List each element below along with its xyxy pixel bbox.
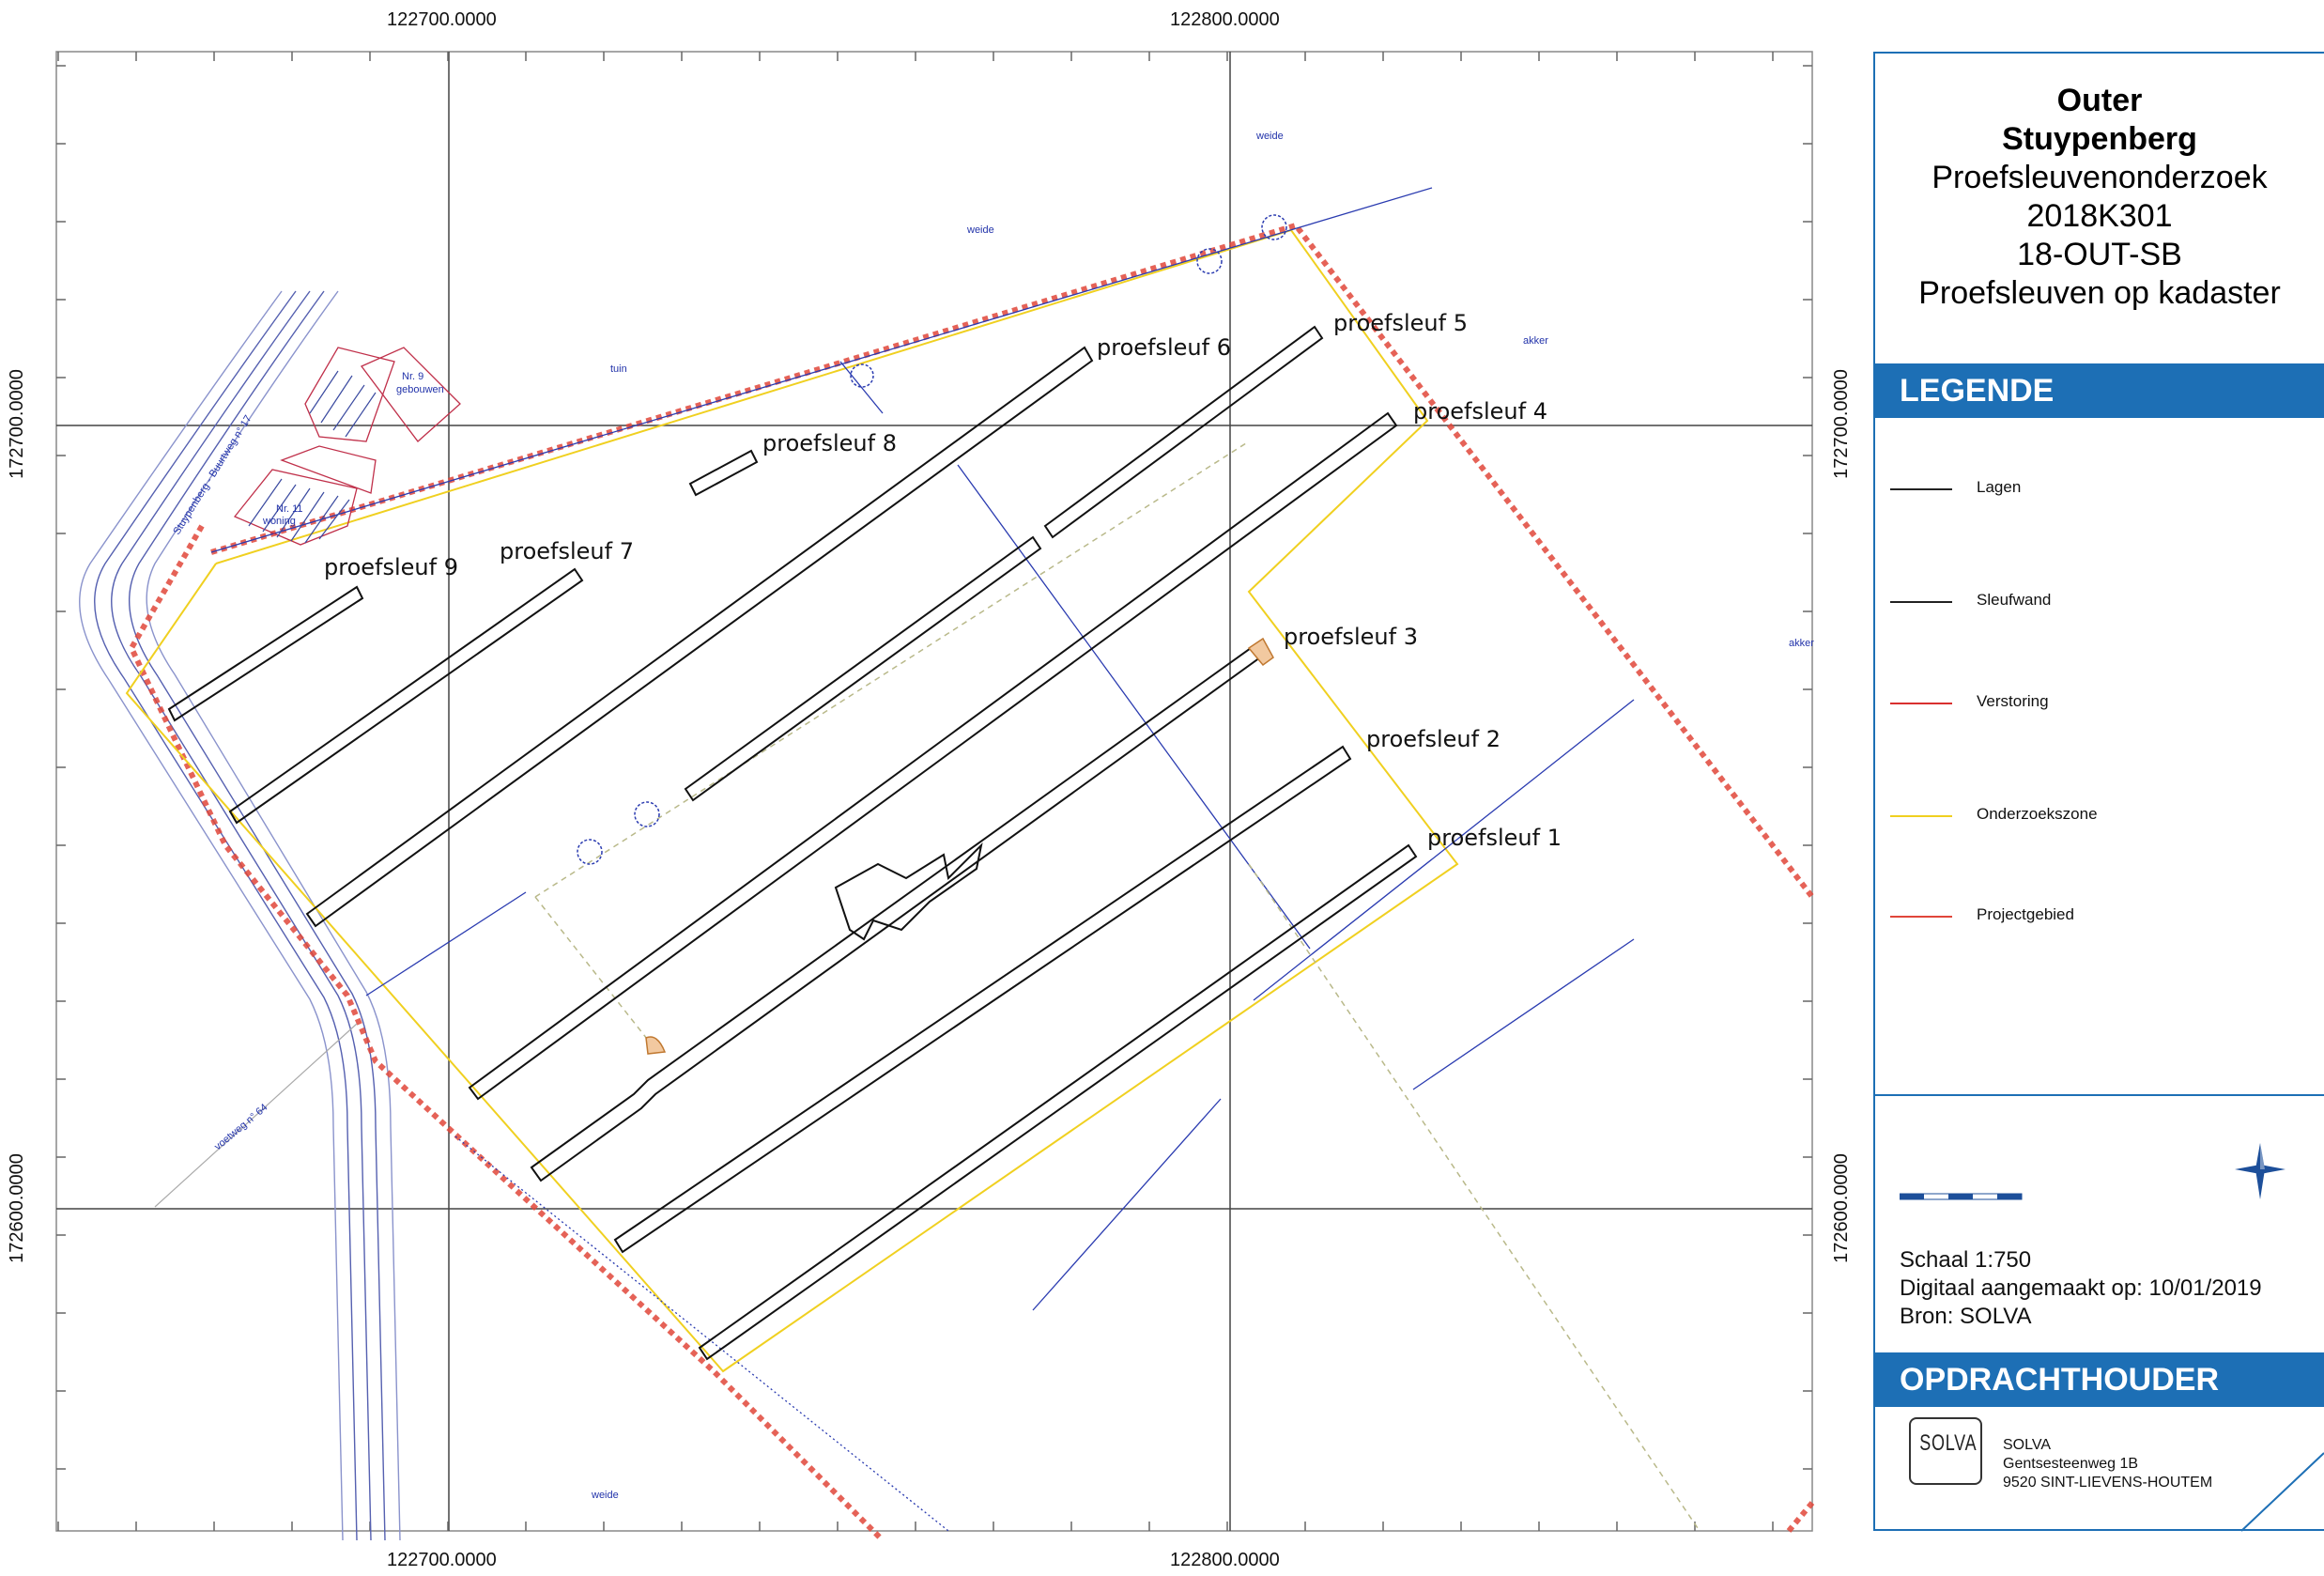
trench-8 <box>688 449 759 497</box>
title-line-outer: Outer <box>2056 83 2143 118</box>
feature-orange <box>645 1036 667 1055</box>
trench-label-5: proefsleuf 5 <box>1333 310 1468 336</box>
title-line-project-code: 2018K301 <box>2026 198 2173 234</box>
trench-1 <box>698 843 1418 1361</box>
trees <box>577 214 1287 865</box>
trench-5 <box>1043 325 1324 539</box>
trench-label-1: proefsleuf 1 <box>1427 825 1562 851</box>
label-road: Stuypenberg - Buurtweg n° 17 <box>171 413 254 536</box>
title-block: Outer Stuypenberg Proefsleuvenonderzoek … <box>1875 82 2324 313</box>
y-coord-right-top: 172700.0000 <box>1830 369 1852 479</box>
label-nr9: Nr. 9 <box>402 371 423 382</box>
legend-swatch-verstoring <box>1890 703 1952 704</box>
map-canvas[interactable]: proefsleuf 1 proefsleuf 2 proefsleuf 3 p… <box>0 0 1822 1576</box>
label-weide-2: weide <box>966 224 994 236</box>
scale-text: Schaal 1:750 <box>1900 1247 2032 1273</box>
research-zone-boundary <box>125 228 1459 1373</box>
north-arrow-icon <box>2235 1143 2286 1199</box>
trenches <box>167 325 1418 1361</box>
trench-2 <box>613 745 1352 1254</box>
label-voetweg: voetweg n° 64 <box>212 1102 269 1152</box>
panel-corner-decoration <box>2241 1452 2324 1532</box>
label-nr11: Nr. 11 <box>276 503 303 515</box>
buildings <box>233 347 461 546</box>
client-street: Gentsesteenweg 1B <box>2003 1456 2139 1472</box>
road-stuypenberg <box>79 290 401 1541</box>
trench-label-4: proefsleuf 4 <box>1413 398 1547 425</box>
legend-label-projectgebied: Projectgebied <box>1977 905 2074 923</box>
cadastre-dash-3 <box>534 896 658 1053</box>
source-text: Bron: SOLVA <box>1900 1304 2032 1329</box>
trench-5b <box>684 535 1042 802</box>
legend-swatch-lagen <box>1890 488 1952 490</box>
trench-label-8: proefsleuf 8 <box>762 430 897 456</box>
created-date-text: Digitaal aangemaakt op: 10/01/2019 <box>1900 1275 2262 1301</box>
client-name: SOLVA <box>2003 1437 2051 1453</box>
trench-4 <box>468 411 1398 1101</box>
x-coord-bottom-right: 122800.0000 <box>1170 1550 1280 1570</box>
title-line-stuypenberg: Stuypenberg <box>2002 121 2197 157</box>
legend-item-verstoring: Verstoring <box>1890 690 2303 718</box>
label-tuin: tuin <box>610 363 627 375</box>
trench-label-3: proefsleuf 3 <box>1284 624 1418 650</box>
legend-item-onderzoekszone: Onderzoekszone <box>1890 803 2303 831</box>
legend-panel: Outer Stuypenberg Proefsleuvenonderzoek … <box>1873 52 2324 1532</box>
project-area-boundary-west <box>128 524 885 1543</box>
cadastre-dash-2 <box>1248 863 1701 1532</box>
trench-label-9: proefsleuf 9 <box>324 554 458 580</box>
legend-item-lagen: Lagen <box>1890 476 2303 504</box>
legend-separator <box>1875 1094 2324 1096</box>
label-woning: woning <box>262 516 296 527</box>
trench-3-end <box>1247 637 1274 667</box>
x-coord-bottom-left: 122700.0000 <box>387 1550 497 1570</box>
legend-swatch-sleufwand <box>1890 601 1952 603</box>
legend-label-lagen: Lagen <box>1977 478 2022 496</box>
trench-label-6: proefsleuf 6 <box>1097 334 1231 361</box>
solva-logo-text: SOLVA <box>1919 1430 1978 1456</box>
building-hatch <box>248 370 377 544</box>
legend-swatch-onderzoekszone <box>1890 815 1952 817</box>
label-weide-3: weide <box>591 1490 619 1501</box>
title-line-project-type: Proefsleuvenonderzoek <box>1932 160 2268 195</box>
solva-logo: SOLVA <box>1909 1417 1982 1485</box>
title-line-site-code: 18-OUT-SB <box>2017 237 2182 272</box>
cadastre-lines <box>210 187 1635 1532</box>
label-akker-2: akker <box>1789 638 1814 649</box>
frame-ticks <box>56 52 1812 1531</box>
x-coord-top-left: 122700.0000 <box>387 9 497 30</box>
client-city: 9520 SINT-LIEVENS-HOUTEM <box>2003 1475 2213 1491</box>
label-gebouwen: gebouwen <box>396 384 444 395</box>
project-area-boundary-se <box>1786 1501 1815 1533</box>
trench-label-2: proefsleuf 2 <box>1366 726 1501 752</box>
trench-6 <box>305 346 1094 928</box>
project-area-boundary <box>210 222 1815 899</box>
legend-item-projectgebied: Projectgebied <box>1890 904 2303 932</box>
cadastre-gray <box>154 1023 358 1208</box>
legend-heading: LEGENDE <box>1875 363 2324 418</box>
trench-7 <box>228 567 584 825</box>
label-akker-1: akker <box>1523 335 1548 347</box>
trench-label-7: proefsleuf 7 <box>500 538 634 564</box>
title-line-map-title: Proefsleuven op kadaster <box>1918 275 2281 311</box>
scale-bar <box>1900 1193 2023 1200</box>
y-coord-right-bottom: 172600.0000 <box>1830 1153 1852 1263</box>
client-heading: OPDRACHTHOUDER <box>1875 1352 2324 1407</box>
label-weide-1: weide <box>1255 131 1284 142</box>
map-frame <box>55 51 1813 1532</box>
trench-9 <box>167 585 364 722</box>
trench-3 <box>530 646 1262 1182</box>
cadastre-dash-1 <box>534 440 1250 898</box>
legend-label-sleufwand: Sleufwand <box>1977 591 2052 609</box>
x-coord-top-right: 122800.0000 <box>1170 9 1280 30</box>
legend-item-sleufwand: Sleufwand <box>1890 589 2303 617</box>
legend-label-verstoring: Verstoring <box>1977 692 2049 710</box>
legend-label-onderzoekszone: Onderzoekszone <box>1977 805 2098 823</box>
feature-polygon <box>834 842 983 941</box>
client-address: SOLVA Gentsesteenweg 1B 9520 SINT-LIEVEN… <box>2003 1436 2212 1492</box>
legend-swatch-projectgebied <box>1890 916 1952 918</box>
